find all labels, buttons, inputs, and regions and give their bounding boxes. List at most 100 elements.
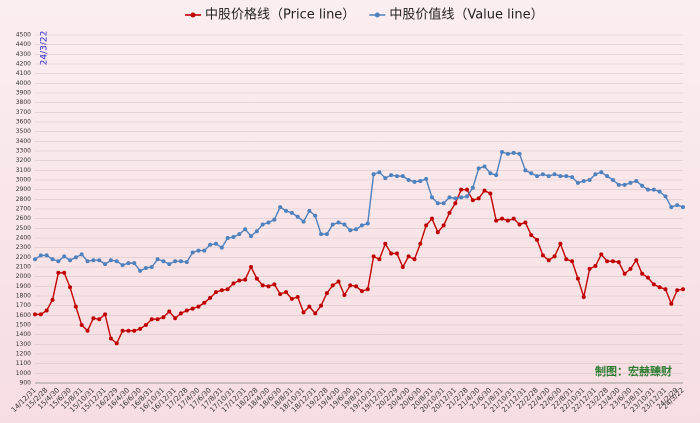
y-tick-label: 1300 <box>16 341 31 348</box>
data-point <box>622 271 627 276</box>
data-point <box>640 183 645 188</box>
data-point <box>663 194 668 199</box>
data-point <box>389 251 394 256</box>
data-point <box>161 315 166 320</box>
data-point <box>535 174 540 179</box>
data-point <box>657 285 662 290</box>
data-point <box>406 254 411 259</box>
data-point <box>628 180 633 185</box>
data-point <box>564 174 569 179</box>
data-point <box>85 259 90 264</box>
data-point <box>616 260 621 265</box>
data-point <box>628 266 633 271</box>
data-point <box>307 208 312 213</box>
data-point <box>587 178 592 182</box>
data-point <box>465 194 469 199</box>
data-point <box>38 312 43 317</box>
data-point <box>149 265 154 269</box>
data-point <box>254 276 259 281</box>
data-point <box>575 180 580 185</box>
data-point <box>651 187 656 192</box>
y-tick-label: 1800 <box>16 293 31 300</box>
data-point <box>645 275 650 280</box>
data-point <box>359 289 364 294</box>
data-point <box>663 287 668 292</box>
data-point <box>412 257 417 262</box>
data-point <box>249 265 253 269</box>
data-point <box>447 195 452 200</box>
data-point <box>120 328 125 333</box>
data-point <box>517 222 522 227</box>
data-point <box>359 223 364 228</box>
data-point <box>155 317 160 322</box>
data-point <box>173 259 178 264</box>
data-point <box>365 221 370 226</box>
data-point <box>237 232 242 237</box>
data-point <box>470 185 475 190</box>
y-tick-label: 4300 <box>16 51 31 58</box>
data-point <box>622 182 627 187</box>
data-point <box>435 230 440 235</box>
data-point <box>44 253 49 258</box>
data-point <box>412 179 417 184</box>
data-point <box>342 222 347 227</box>
data-point <box>254 229 259 234</box>
y-tick-label: 2400 <box>16 235 31 242</box>
y-tick-label: 1700 <box>16 302 31 309</box>
data-point <box>301 219 306 224</box>
data-point <box>494 218 499 223</box>
y-tick-label: 3700 <box>16 109 31 116</box>
data-point <box>488 191 493 196</box>
data-point <box>546 174 551 179</box>
data-point <box>50 297 55 302</box>
data-point <box>68 285 73 290</box>
data-point <box>295 294 300 299</box>
data-point <box>295 214 300 219</box>
data-point <box>394 174 399 179</box>
data-point <box>208 295 213 300</box>
data-point <box>243 277 248 282</box>
data-point <box>371 254 376 259</box>
data-point <box>605 259 610 264</box>
data-point <box>459 195 464 200</box>
data-point <box>266 220 271 225</box>
data-point <box>348 283 353 288</box>
data-point <box>429 216 434 221</box>
data-point <box>108 258 113 263</box>
data-point <box>284 208 289 213</box>
data-point <box>377 170 382 175</box>
data-point <box>138 326 143 331</box>
data-point <box>149 317 154 322</box>
data-point <box>85 328 90 333</box>
data-point <box>400 265 405 269</box>
data-point <box>120 263 125 268</box>
data-point <box>108 336 113 341</box>
data-point <box>161 259 166 264</box>
data-point <box>441 201 446 206</box>
data-point <box>453 201 458 206</box>
data-point <box>231 235 236 240</box>
data-point <box>237 278 242 283</box>
data-point <box>330 283 335 288</box>
y-tick-label: 3500 <box>16 128 31 135</box>
y-tick-label: 3900 <box>16 90 31 97</box>
y-tick-label: 1500 <box>16 322 31 329</box>
data-point <box>103 312 108 317</box>
data-point <box>394 251 399 256</box>
data-point <box>278 292 283 297</box>
data-point <box>645 187 650 192</box>
data-point <box>138 268 143 273</box>
data-point <box>319 303 324 308</box>
y-tick-label: 3100 <box>16 167 31 174</box>
data-point <box>213 241 218 246</box>
data-point <box>143 323 148 327</box>
data-point <box>599 170 604 175</box>
data-point <box>681 205 685 210</box>
data-point <box>56 259 61 264</box>
data-point <box>249 234 253 239</box>
y-tick-label: 4100 <box>16 70 31 77</box>
y-tick-label: 3200 <box>16 157 31 164</box>
data-point <box>313 213 318 218</box>
y-tick-label: 2000 <box>16 273 31 280</box>
y-tick-label: 1000 <box>16 370 31 377</box>
